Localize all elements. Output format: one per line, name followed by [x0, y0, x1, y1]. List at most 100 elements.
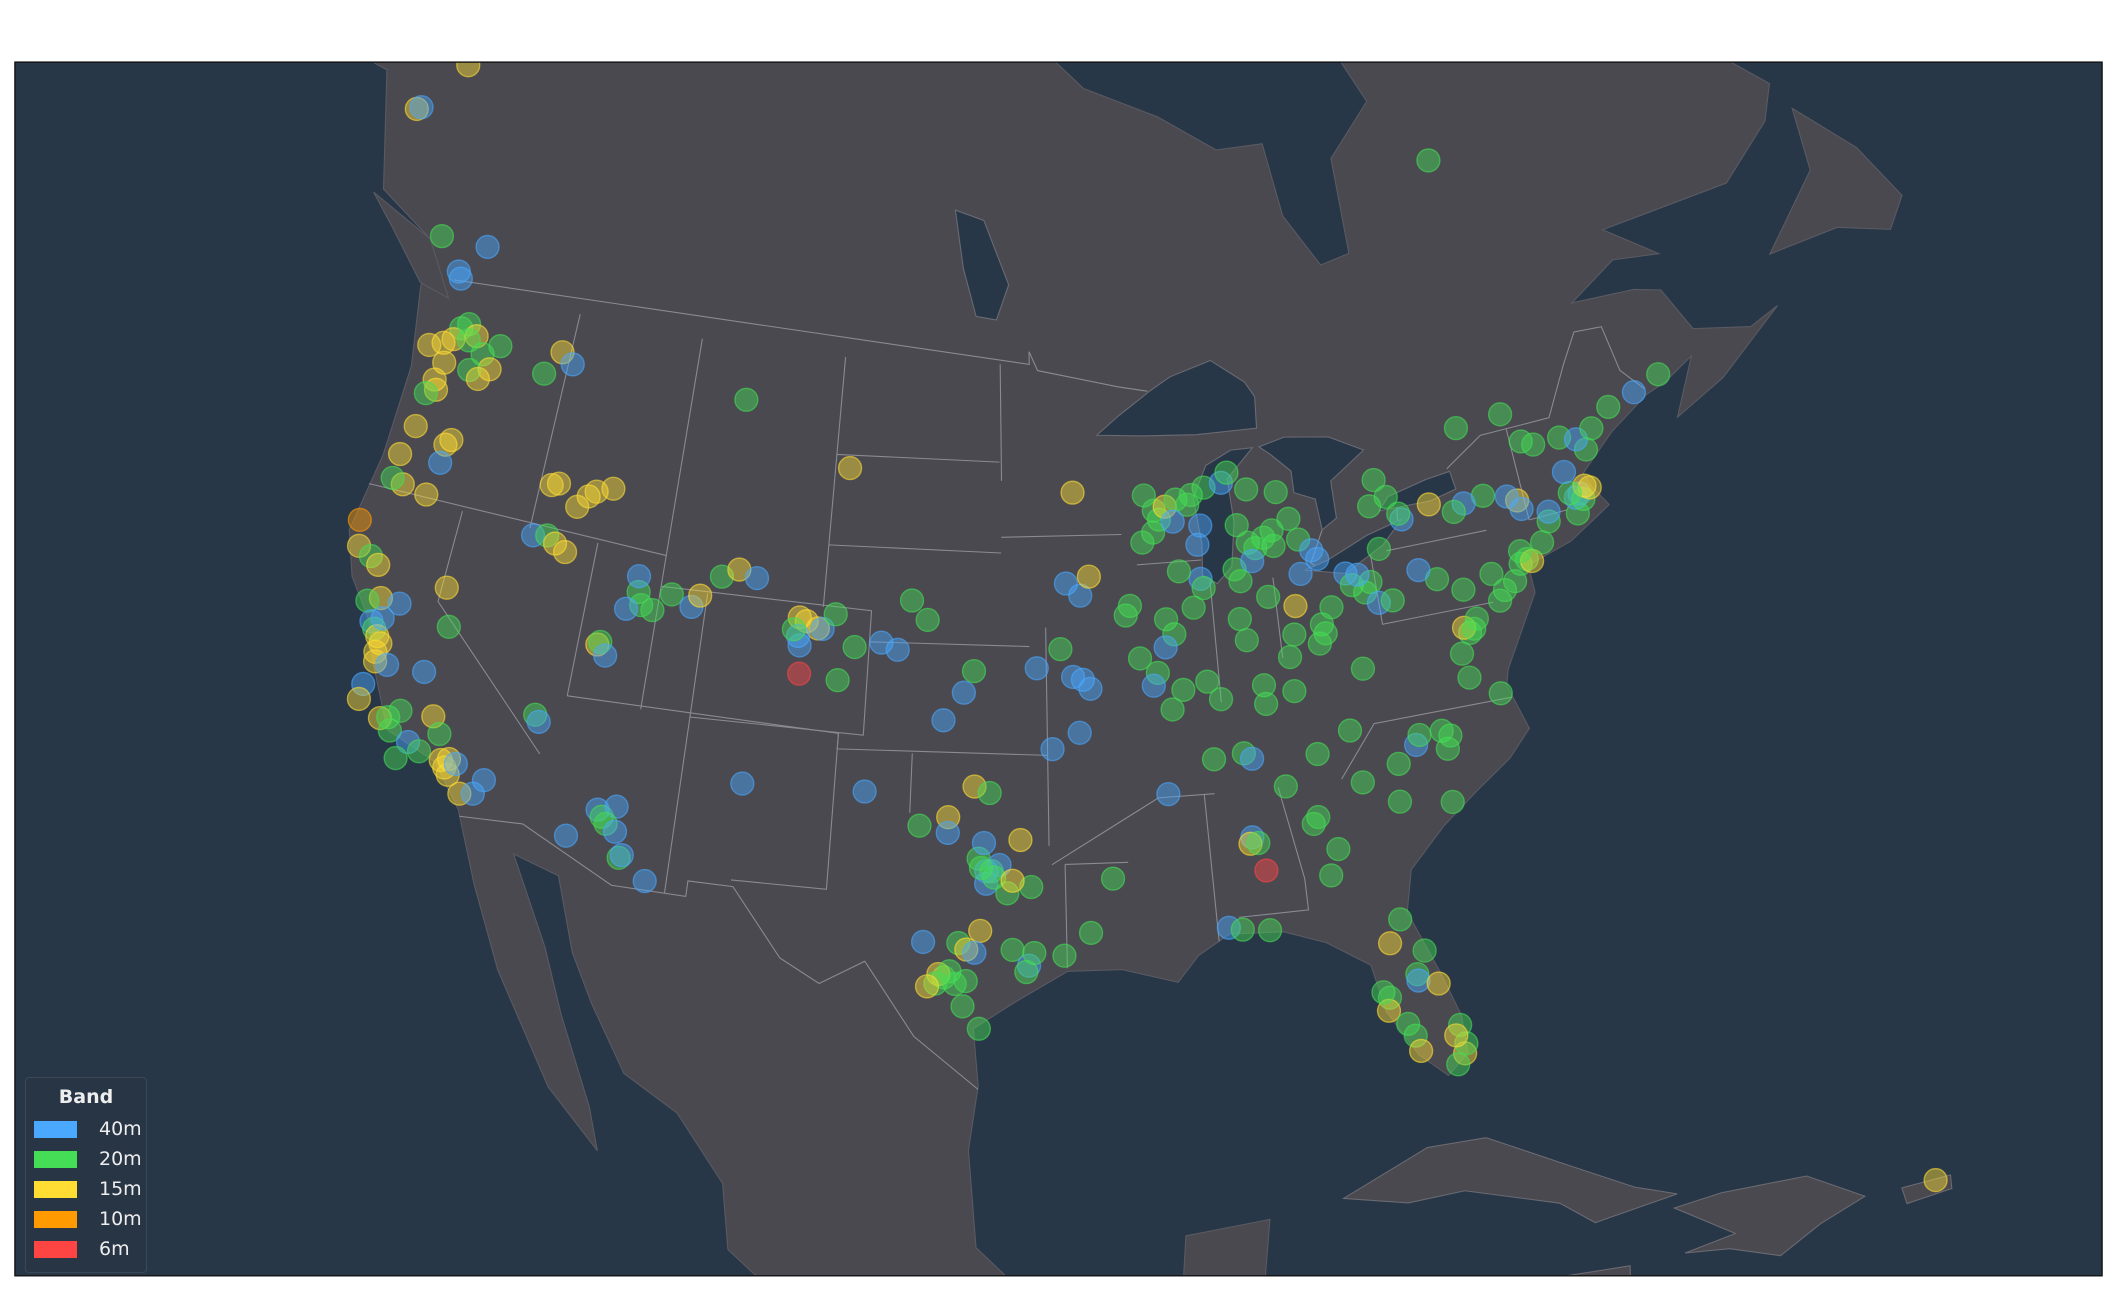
station-point-20m [915, 607, 940, 633]
station-point-20m [1263, 479, 1288, 505]
station-point-40m [1451, 491, 1476, 516]
station-point-20m [377, 718, 402, 743]
station-point-40m [852, 779, 877, 804]
station-point-20m [1479, 561, 1504, 587]
station-point-40m [1551, 459, 1577, 485]
station-point-20m [842, 634, 867, 660]
station-point-20m [1596, 394, 1621, 420]
station-point-20m [1014, 959, 1039, 985]
station-point-20m [1222, 557, 1247, 582]
station-point-40m [1406, 968, 1431, 993]
station-point-20m [1441, 499, 1466, 525]
station-point-20m [1403, 1023, 1428, 1048]
station-point-20m [825, 668, 850, 693]
station-point-15m [552, 539, 578, 565]
jamaica-land [1564, 1265, 1631, 1276]
state-border [437, 510, 541, 755]
station-point-40m [409, 95, 434, 120]
station-point-40m [1536, 499, 1561, 524]
station-point-40m [585, 797, 610, 822]
station-point-15m [601, 476, 626, 501]
station-point-20m [1130, 530, 1155, 555]
station-point-20m [1261, 533, 1286, 559]
station-point-20m [606, 845, 631, 870]
station-point-20m [427, 721, 452, 747]
station-point-20m [1230, 917, 1255, 942]
station-point-20m [1507, 538, 1533, 564]
station-point-15m [1426, 971, 1451, 996]
station-point-15m [433, 432, 458, 457]
station-point-20m [1646, 362, 1671, 387]
station-point-20m [1350, 656, 1376, 681]
station-point-20m [1153, 607, 1179, 632]
station-point-40m [1239, 746, 1265, 771]
station-point-40m [613, 596, 639, 621]
station-point-40m [1067, 720, 1092, 745]
station-point-20m [1078, 920, 1104, 946]
station-point-40m [935, 820, 960, 845]
state-border [1045, 627, 1050, 846]
legend-label: 15m [99, 1178, 142, 1200]
station-point-15m [1000, 868, 1025, 893]
station-point-20m [488, 334, 513, 359]
station-point-20m [1282, 678, 1307, 704]
state-border [1065, 861, 1129, 865]
state-border [663, 716, 691, 894]
station-point-15m [414, 482, 439, 507]
borders-layer [368, 279, 1645, 1090]
station-point-15m [550, 340, 575, 365]
station-point-40m [604, 794, 629, 819]
state-border [661, 585, 873, 736]
station-point-40m [626, 564, 652, 589]
station-point-40m [869, 630, 894, 655]
station-point-20m [1396, 1011, 1421, 1037]
station-point-40m [609, 842, 634, 868]
station-point-40m [526, 709, 551, 735]
station-point-20m [1208, 687, 1234, 712]
station-point-20m [383, 745, 408, 771]
station-point-40m [460, 781, 485, 806]
state-border [1238, 787, 1310, 918]
station-point-40m [1494, 484, 1519, 509]
station-point-20m [1405, 962, 1430, 987]
station-point-20m [1313, 621, 1338, 646]
station-point-40m [351, 671, 376, 697]
lake-winnipeg [954, 209, 1010, 321]
state-border [1051, 793, 1215, 866]
state-border [1528, 509, 1568, 521]
station-point-40m [1024, 656, 1049, 681]
station-point-40m [443, 751, 468, 777]
station-point-20m [1326, 836, 1351, 862]
state-border [1209, 581, 1222, 703]
legend-label: 40m [99, 1118, 142, 1140]
station-point-15m [1451, 615, 1477, 640]
station-point-20m [1487, 402, 1513, 427]
station-point-20m [981, 865, 1007, 890]
station-point-20m [1276, 506, 1301, 531]
north-america-land [348, 62, 1778, 1276]
station-point-20m [1282, 622, 1307, 647]
station-point-20m [406, 739, 432, 764]
state-border [566, 542, 599, 696]
station-point-15m [837, 455, 863, 481]
station-point-20m [1446, 1052, 1471, 1077]
station-point-20m [1277, 644, 1303, 670]
station-point-20m [1301, 811, 1326, 837]
state-border [1341, 696, 1512, 780]
station-point-20m [1388, 907, 1413, 932]
station-point-20m [1451, 577, 1476, 602]
station-point-10m [347, 507, 372, 533]
station-point-20m [1234, 477, 1259, 502]
station-point-15m [1076, 564, 1102, 589]
state-border [1369, 553, 1494, 625]
station-point-20m [1052, 943, 1077, 968]
station-point-20m [1256, 584, 1281, 610]
station-point-40m [931, 708, 956, 733]
state-border [640, 338, 703, 710]
station-point-20m [734, 387, 759, 412]
station-point-15m [346, 686, 372, 712]
station-point-20m [1019, 874, 1044, 900]
station-point-20m [1464, 606, 1490, 631]
station-point-20m [1228, 569, 1253, 594]
state-border [869, 641, 1030, 648]
